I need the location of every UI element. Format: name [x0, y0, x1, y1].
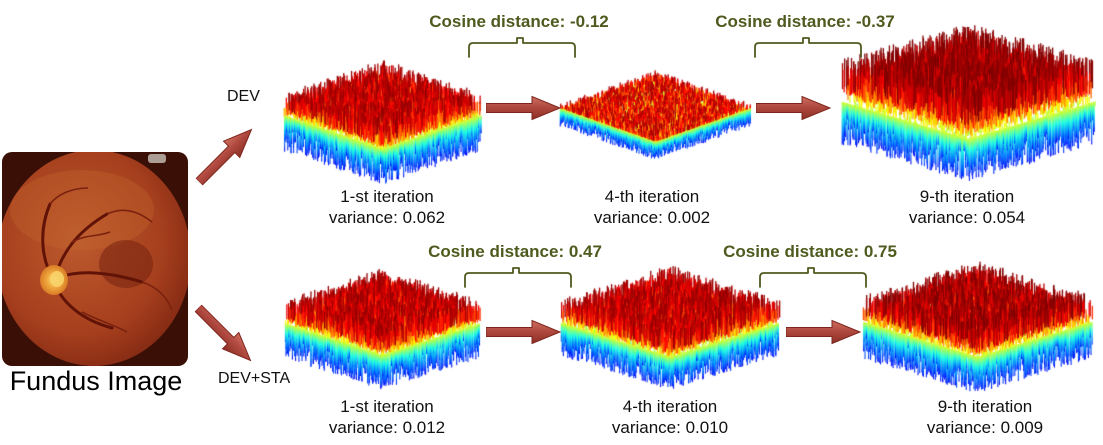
variance-label: variance: 0.002: [593, 208, 711, 227]
iteration-label: 9-th iteration: [919, 187, 1015, 206]
panel-caption: 9-th iteration variance: 0.009: [885, 396, 1085, 438]
branch-arrow-dev: [195, 128, 253, 186]
surface-plot-dev-iter4: [550, 62, 760, 172]
surface-plot-devsta-iter9: [852, 255, 1102, 400]
cosine-bracket-dev-1: [468, 37, 576, 58]
cosine-distance-label-devsta-2: Cosine distance: 0.75: [723, 242, 897, 261]
panel-caption: 1-st iteration variance: 0.012: [287, 396, 487, 438]
cosine-bracket-devsta-1: [464, 267, 572, 288]
iteration-label: 9-th iteration: [937, 397, 1033, 416]
panel-caption: 4-th iteration variance: 0.002: [552, 186, 752, 228]
fundus-image: [2, 152, 188, 366]
variance-label: variance: 0.054: [908, 208, 1026, 227]
branch-label-dev: DEV: [227, 88, 260, 105]
variance-label: variance: 0.012: [328, 418, 446, 437]
variance-label: variance: 0.009: [926, 418, 1044, 437]
branch-arrow-dev-sta: [194, 304, 252, 362]
surface-plot-devsta-iter4: [552, 260, 787, 395]
panel-caption: 9-th iteration variance: 0.054: [867, 186, 1067, 228]
retina-vessel-branches: [49, 187, 173, 333]
camera-notch-artifact: [148, 154, 166, 163]
iteration-label: 4-th iteration: [604, 187, 700, 206]
cosine-distance-label-dev-1: Cosine distance: -0.12: [429, 12, 609, 31]
cosine-bracket-devsta-2: [759, 267, 867, 288]
fundus-photo-graphic: [2, 152, 188, 366]
variance-label: variance: 0.062: [328, 208, 446, 227]
surface-plot-dev-iter9: [833, 20, 1103, 190]
cosine-distance-label-devsta-1: Cosine distance: 0.47: [428, 242, 602, 261]
iteration-arrow-devsta-2: [786, 319, 862, 345]
iteration-label: 1-st iteration: [340, 397, 434, 416]
panel-caption: 1-st iteration variance: 0.062: [287, 186, 487, 228]
iteration-arrow-dev-1: [486, 95, 562, 121]
surface-plot-devsta-iter1: [272, 262, 492, 397]
cosine-distance-label-dev-2: Cosine distance: -0.37: [715, 12, 895, 31]
surface-plot-dev-iter1: [272, 52, 492, 192]
panel-caption: 4-th iteration variance: 0.010: [570, 396, 770, 438]
cosine-bracket-dev-2: [754, 37, 862, 58]
variance-label: variance: 0.010: [611, 418, 729, 437]
iteration-label: 4-th iteration: [622, 397, 718, 416]
iteration-arrow-dev-2: [756, 95, 832, 121]
fundus-image-label: Fundus Image: [9, 366, 183, 396]
iteration-label: 1-st iteration: [340, 187, 434, 206]
iteration-arrow-devsta-1: [486, 319, 562, 345]
